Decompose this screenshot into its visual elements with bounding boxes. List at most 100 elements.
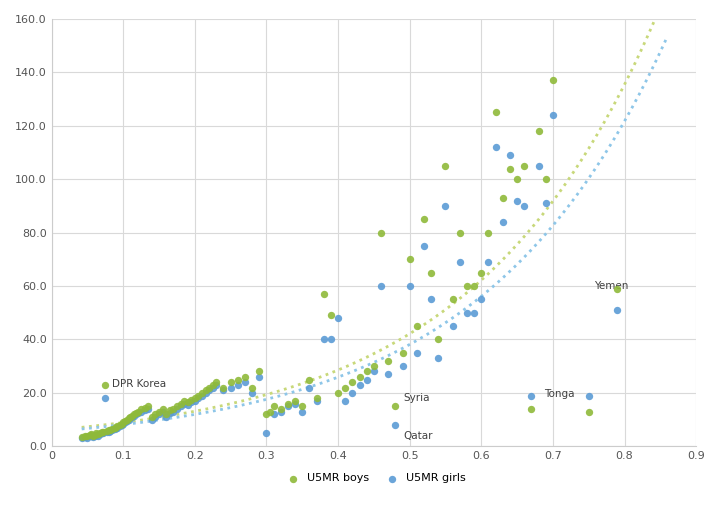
U5MR girls <box>504 151 516 159</box>
U5MR girls <box>203 386 215 394</box>
U5MR boys <box>475 268 487 277</box>
U5MR boys <box>518 162 530 170</box>
U5MR girls <box>447 322 459 330</box>
Text: Qatar: Qatar <box>403 431 433 441</box>
U5MR boys <box>171 402 183 410</box>
U5MR boys <box>203 383 215 392</box>
U5MR girls <box>426 295 437 304</box>
U5MR boys <box>354 373 365 381</box>
U5MR boys <box>109 423 120 432</box>
U5MR boys <box>128 410 140 419</box>
U5MR boys <box>107 425 118 433</box>
U5MR boys <box>110 423 122 431</box>
U5MR boys <box>116 419 127 428</box>
U5MR girls <box>368 367 379 376</box>
U5MR boys <box>130 409 142 417</box>
U5MR girls <box>103 428 114 436</box>
U5MR girls <box>143 405 154 413</box>
U5MR girls <box>200 389 212 397</box>
U5MR boys <box>447 295 459 304</box>
U5MR girls <box>375 282 387 290</box>
U5MR girls <box>128 411 140 420</box>
U5MR girls <box>469 309 480 317</box>
U5MR boys <box>361 367 372 376</box>
U5MR boys <box>440 162 451 170</box>
U5MR boys <box>217 383 229 392</box>
U5MR boys <box>92 430 104 438</box>
U5MR girls <box>333 314 344 322</box>
U5MR boys <box>153 407 165 416</box>
U5MR girls <box>497 218 508 226</box>
U5MR girls <box>225 383 236 392</box>
U5MR girls <box>193 394 204 402</box>
U5MR girls <box>311 397 323 405</box>
U5MR boys <box>540 175 552 183</box>
U5MR boys <box>297 402 308 410</box>
U5MR girls <box>454 258 466 266</box>
U5MR boys <box>547 76 559 85</box>
U5MR boys <box>390 402 401 410</box>
U5MR girls <box>275 407 287 416</box>
U5MR boys <box>135 405 147 413</box>
U5MR boys <box>210 378 222 386</box>
U5MR girls <box>110 424 122 432</box>
U5MR boys <box>268 402 279 410</box>
U5MR girls <box>518 201 530 210</box>
U5MR girls <box>207 383 218 392</box>
U5MR boys <box>533 127 544 135</box>
U5MR girls <box>90 431 102 439</box>
U5MR boys <box>157 405 168 413</box>
U5MR girls <box>511 196 523 205</box>
U5MR girls <box>361 375 372 384</box>
U5MR boys <box>311 394 323 402</box>
U5MR girls <box>171 405 183 413</box>
U5MR boys <box>103 426 114 434</box>
U5MR girls <box>157 407 168 416</box>
U5MR boys <box>200 386 212 394</box>
U5MR boys <box>164 406 176 414</box>
U5MR boys <box>418 215 430 223</box>
U5MR boys <box>87 432 99 440</box>
U5MR girls <box>123 416 135 424</box>
U5MR girls <box>346 389 358 397</box>
U5MR boys <box>333 389 344 397</box>
U5MR boys <box>182 398 194 406</box>
U5MR boys <box>253 367 265 376</box>
U5MR girls <box>182 401 194 409</box>
Legend: U5MR boys, U5MR girls: U5MR boys, U5MR girls <box>282 473 466 483</box>
U5MR boys <box>275 405 287 413</box>
U5MR girls <box>104 426 116 435</box>
Text: Syria: Syria <box>403 393 430 403</box>
U5MR boys <box>112 422 123 431</box>
U5MR girls <box>87 433 99 441</box>
U5MR girls <box>186 398 197 406</box>
U5MR boys <box>197 389 208 397</box>
U5MR boys <box>346 378 358 386</box>
U5MR girls <box>161 413 172 421</box>
U5MR boys <box>150 410 161 419</box>
U5MR girls <box>99 394 111 402</box>
U5MR boys <box>99 381 111 389</box>
U5MR girls <box>132 409 143 417</box>
U5MR girls <box>197 392 208 400</box>
U5MR girls <box>130 410 142 419</box>
U5MR boys <box>85 430 96 438</box>
U5MR girls <box>490 143 501 151</box>
U5MR boys <box>125 413 136 421</box>
U5MR boys <box>79 431 91 440</box>
U5MR girls <box>102 428 113 436</box>
U5MR girls <box>533 162 544 170</box>
U5MR girls <box>81 434 93 442</box>
U5MR girls <box>418 242 430 250</box>
U5MR boys <box>583 407 595 416</box>
U5MR girls <box>92 431 104 440</box>
U5MR girls <box>117 419 129 428</box>
U5MR boys <box>325 311 337 319</box>
U5MR boys <box>511 175 523 183</box>
U5MR girls <box>217 386 229 394</box>
U5MR girls <box>289 399 301 408</box>
U5MR girls <box>318 335 330 343</box>
U5MR girls <box>433 354 444 362</box>
U5MR boys <box>96 428 107 436</box>
U5MR boys <box>382 357 394 365</box>
